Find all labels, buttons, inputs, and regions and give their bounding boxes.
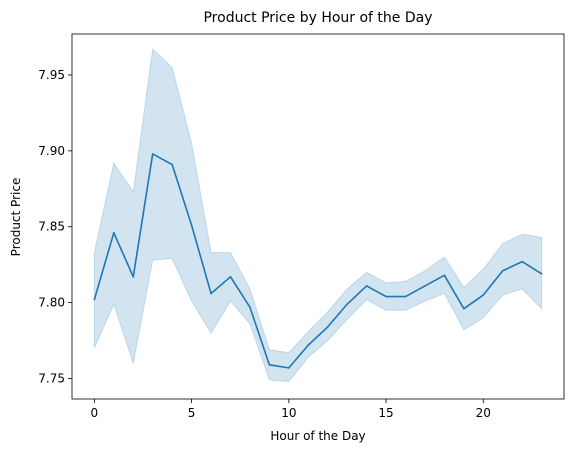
confidence-band (93, 48, 543, 383)
data-point (132, 276, 135, 278)
y-tick-label: 7.90 (38, 144, 65, 158)
data-point (93, 298, 96, 301)
data-point (151, 153, 154, 155)
data-point (249, 306, 251, 308)
y-tick-label: 7.85 (38, 220, 65, 234)
data-point (210, 292, 212, 295)
data-point (229, 276, 232, 278)
y-tick-label: 7.80 (38, 296, 65, 310)
x-tick-label: 20 (476, 406, 491, 420)
data-point (190, 224, 193, 227)
x-tick-label: 0 (91, 406, 99, 420)
data-point (365, 285, 368, 287)
data-point (404, 295, 407, 298)
chart-title: Product Price by Hour of the Day (203, 10, 432, 26)
data-point (268, 364, 271, 366)
data-point (346, 303, 348, 305)
plot-frame (71, 33, 565, 400)
data-point (385, 295, 387, 298)
data-point (307, 344, 310, 346)
series-line (93, 153, 543, 369)
data-point (424, 285, 426, 287)
data-point (540, 272, 543, 275)
data-point (501, 269, 504, 272)
data-point (171, 163, 173, 166)
data-point (113, 232, 115, 234)
y-tick-label: 7.75 (38, 372, 65, 386)
x-axis-title: Hour of the Day (270, 429, 365, 443)
x-tick-label: 15 (378, 406, 393, 420)
y-axis-title: Product Price (9, 178, 23, 257)
data-point (443, 274, 446, 277)
data-point (326, 326, 329, 328)
x-tick-label: 10 (281, 406, 296, 420)
data-point (482, 294, 485, 296)
data-point (288, 367, 290, 369)
x-tick-label: 5 (188, 406, 196, 420)
data-point (521, 260, 523, 263)
y-tick-label: 7.95 (38, 68, 65, 82)
data-point (463, 307, 465, 310)
plot-area: 0 5 10 15 20 7.75 7.80 7.85 7.90 7.95 (38, 33, 565, 420)
